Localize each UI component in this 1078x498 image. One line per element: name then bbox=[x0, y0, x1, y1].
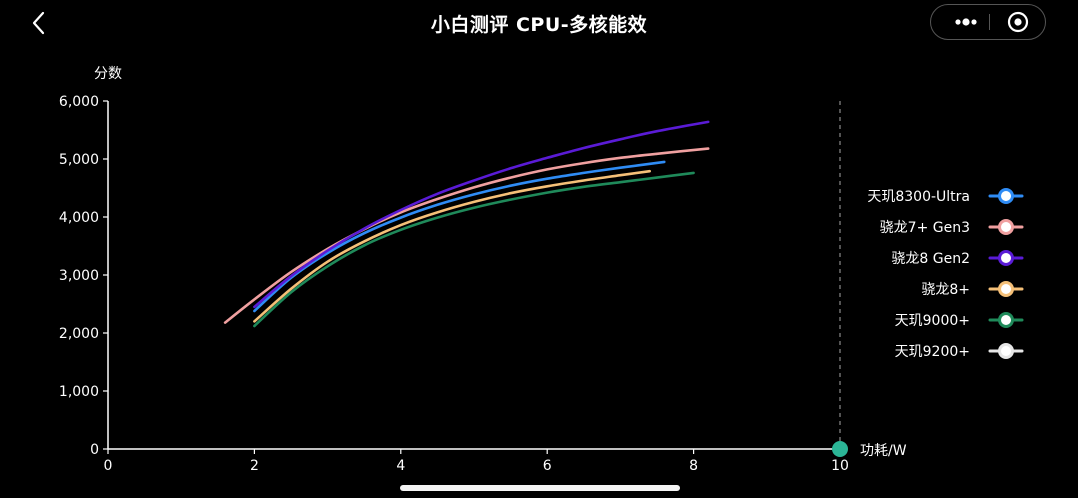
y-tick-label: 3,000 bbox=[59, 268, 99, 284]
x-tick-label: 8 bbox=[689, 458, 698, 474]
legend-item[interactable]: 天玑9000+ bbox=[895, 312, 1024, 329]
x-tick-label: 2 bbox=[250, 458, 259, 474]
more-dots-icon[interactable] bbox=[943, 5, 987, 39]
legend-item[interactable]: 天玑9200+ bbox=[895, 343, 1024, 360]
y-tick-label: 6,000 bbox=[59, 94, 99, 110]
series-line bbox=[253, 171, 695, 328]
energy-efficiency-chart: 分数 功耗/W 0 1,000 2,000 3,000 4,000 5,000 6,000 0… bbox=[59, 66, 1024, 474]
legend-item[interactable]: 骁龙8+ bbox=[921, 281, 1024, 298]
legend-label: 骁龙7+ Gen3 bbox=[880, 220, 970, 236]
page-title: 小白测评 CPU-多核能效 bbox=[430, 14, 648, 36]
y-tick-label: 0 bbox=[90, 442, 99, 458]
y-tick-label: 5,000 bbox=[59, 152, 99, 168]
legend-item[interactable]: 骁龙7+ Gen3 bbox=[880, 219, 1024, 236]
x-tick-label: 10 bbox=[831, 458, 849, 474]
series-line bbox=[253, 169, 651, 323]
x-axis-label: 功耗/W bbox=[860, 443, 907, 459]
y-tick-label: 4,000 bbox=[59, 210, 99, 226]
capsule-divider bbox=[989, 14, 990, 30]
legend-swatch-marker bbox=[998, 219, 1014, 235]
legend-item[interactable]: 骁龙8 Gen2 bbox=[891, 250, 1024, 267]
power-marker-handle bbox=[832, 441, 848, 457]
legend-swatch-marker bbox=[998, 343, 1014, 359]
top-nav-bar: 小白测评 CPU-多核能效 bbox=[0, 0, 1078, 46]
legend-label: 天玑9200+ bbox=[895, 344, 970, 360]
series-line bbox=[253, 160, 666, 313]
legend-swatch-marker bbox=[998, 312, 1014, 328]
legend-label: 骁龙8 Gen2 bbox=[891, 251, 970, 267]
legend-label: 天玑8300-Ultra bbox=[867, 189, 970, 205]
home-indicator[interactable] bbox=[400, 485, 680, 491]
series-line bbox=[223, 147, 710, 324]
series-line bbox=[253, 120, 710, 309]
legend-label: 骁龙8+ bbox=[921, 282, 970, 298]
target-close-icon[interactable] bbox=[1001, 5, 1035, 39]
x-tick-label: 6 bbox=[543, 458, 552, 474]
legend-swatch-marker bbox=[998, 188, 1014, 204]
y-tick-label: 2,000 bbox=[59, 326, 99, 342]
y-tick-label: 1,000 bbox=[59, 384, 99, 400]
legend-item[interactable]: 天玑8300-Ultra bbox=[867, 188, 1024, 205]
y-axis-label: 分数 bbox=[94, 66, 122, 82]
chevron-left-icon[interactable] bbox=[26, 10, 52, 36]
legend-label: 天玑9000+ bbox=[895, 313, 970, 329]
legend-swatch-marker bbox=[998, 250, 1014, 266]
legend-swatch-marker bbox=[998, 281, 1014, 297]
mini-program-capsule bbox=[930, 4, 1046, 40]
x-tick-label: 0 bbox=[104, 458, 113, 474]
x-tick-label: 4 bbox=[396, 458, 405, 474]
